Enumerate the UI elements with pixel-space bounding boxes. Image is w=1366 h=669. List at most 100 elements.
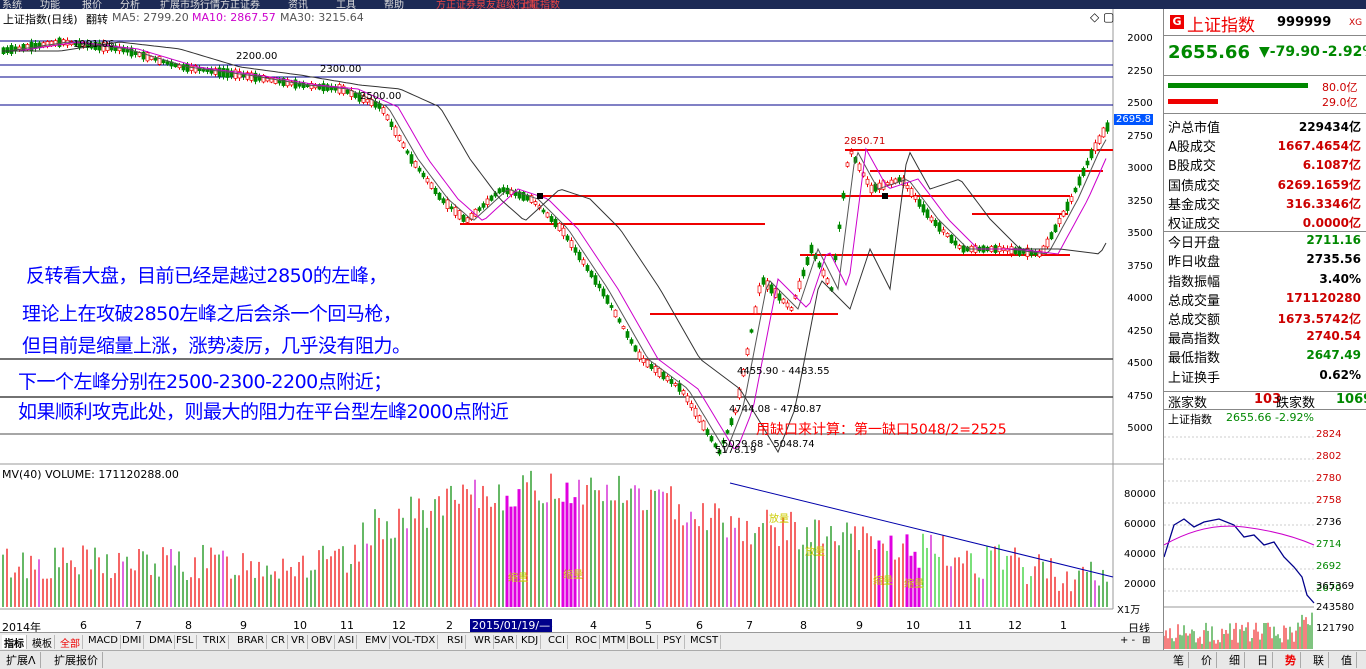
candle-body	[945, 233, 950, 237]
quote-tab-3[interactable]: 日	[1253, 652, 1273, 668]
price-tick-7: 3750	[1127, 260, 1153, 272]
indicator-tab-trix[interactable]: TRIX	[201, 635, 229, 649]
menu-item-7[interactable]: 工具	[336, 0, 356, 9]
indicator-tab-sar[interactable]: SAR	[492, 635, 518, 649]
menu-item-10[interactable]: 上证指数	[520, 0, 560, 9]
date-tick-2: 7	[135, 619, 142, 632]
candle-body	[749, 329, 754, 333]
mini-tick-1: 2802	[1316, 451, 1342, 462]
candle-body	[817, 262, 822, 268]
candle-body	[141, 51, 146, 60]
candle-body	[797, 280, 802, 290]
quote-tab-1[interactable]: 价	[1197, 652, 1217, 668]
intraday-chart[interactable]	[1164, 427, 1366, 650]
indicator-tab-指标[interactable]: 指标	[2, 635, 27, 650]
period-label[interactable]: 日线	[1128, 622, 1150, 635]
indicator-tab-dma[interactable]: DMA	[147, 635, 176, 649]
candle-body	[1089, 149, 1094, 159]
quote-row-11: 最高指数 2740.54	[1168, 327, 1363, 347]
date-tick-17: 11	[958, 619, 972, 632]
indicator-tab-cci[interactable]: CCI	[546, 635, 568, 649]
volume-unit: X1万	[1117, 605, 1141, 616]
indicator-tab-cr[interactable]: CR	[269, 635, 288, 649]
die-label: 跌家数	[1276, 396, 1316, 411]
indicator-tab-boll[interactable]: BOLL	[627, 635, 658, 649]
candle-body	[1013, 247, 1018, 254]
candle-body	[805, 257, 810, 265]
expand-quote-tab[interactable]: 扩展报价	[50, 652, 103, 668]
indicator-tab-asi[interactable]: ASI	[336, 635, 358, 649]
zoom-buttons[interactable]: + -	[1120, 635, 1136, 646]
candle-body	[9, 45, 14, 54]
kline-canvas[interactable]	[0, 9, 1163, 632]
quote-tab-4[interactable]: 势	[1281, 652, 1301, 668]
indicator-tab-dmi[interactable]: DMI	[120, 635, 145, 649]
menu-item-2[interactable]: 报价	[82, 0, 102, 9]
candle-body	[421, 172, 426, 178]
expand-toggle[interactable]: 扩展ᐱ	[2, 652, 41, 668]
indicator-tab-vol-tdx[interactable]: VOL-TDX	[390, 635, 439, 649]
indicator-tab-emv[interactable]: EMV	[363, 635, 390, 649]
ma10-line	[2, 41, 1107, 450]
quote-tab-6[interactable]: 值	[1337, 652, 1357, 668]
quote-tab-2[interactable]: 细	[1225, 652, 1245, 668]
mini-chart-title: 上证指数	[1168, 413, 1212, 426]
indicator-tab-mcst[interactable]: MCST	[688, 635, 722, 649]
panel-separator	[1164, 409, 1366, 410]
ma30-line	[2, 41, 1107, 454]
menu-item-4[interactable]: 扩展市场行情	[160, 0, 220, 9]
candle-body	[37, 42, 42, 49]
candle-body	[277, 79, 282, 84]
candle-body	[549, 216, 554, 222]
indicator-tab-roc[interactable]: ROC	[573, 635, 600, 649]
kline-chart[interactable]: 上证指数(日线) 翻转 MA5: 2799.20 MA10: 2867.57 M…	[0, 9, 1163, 635]
indicator-tab-vr[interactable]: VR	[289, 635, 308, 649]
candle-body	[213, 68, 218, 75]
indicator-tab-brar[interactable]: BRAR	[235, 635, 268, 649]
date-tick-16: 10	[906, 619, 920, 632]
indicator-tab-kdj[interactable]: KDJ	[519, 635, 542, 649]
indicator-tab-全部[interactable]: 全部	[58, 635, 83, 650]
mini-tick-3: 2758	[1316, 495, 1342, 506]
layout-icon[interactable]: ⊞	[1142, 635, 1151, 646]
menu-item-5[interactable]: 方正证券	[220, 0, 260, 9]
candle-body	[905, 185, 910, 189]
indicator-tab-模板[interactable]: 模板	[30, 635, 55, 650]
candle-body	[849, 150, 854, 155]
candle-body	[237, 71, 242, 79]
indicator-tab-obv[interactable]: OBV	[309, 635, 336, 649]
advance-decline-row: 涨家数 103 跌家数 1069	[1168, 391, 1366, 411]
date-tick-8: 2	[446, 619, 453, 632]
candle-body	[477, 207, 482, 211]
candle-body	[489, 195, 494, 201]
candle-body	[701, 420, 706, 431]
indicator-tab-psy[interactable]: PSY	[661, 635, 685, 649]
menu-item-1[interactable]: 功能	[40, 0, 60, 9]
indicator-tab-rsi[interactable]: RSI	[445, 635, 467, 649]
volume-note-2: 缩量	[563, 570, 583, 581]
indicator-tabs: 指标 模板 全部 MACD DMI DMA FSL TRIX BRAR CR VR OBV ASI EMV…	[0, 632, 1163, 651]
chart-options-icon[interactable]: ◇ ▢	[1090, 10, 1115, 24]
candle-body	[765, 280, 770, 290]
ma10-label: MA10: 2867.57	[192, 11, 276, 24]
date-tick-1: 6	[80, 619, 87, 632]
candle-body	[729, 418, 734, 426]
index-price: 2655.66	[1168, 42, 1250, 63]
menu-item-9[interactable]: 方正证券泉友超级行情	[436, 0, 536, 9]
quote-tab-5[interactable]: 联	[1309, 652, 1329, 668]
indicator-tab-fsl[interactable]: FSL	[174, 635, 197, 649]
quote-row-value: 2711.16	[1306, 233, 1361, 248]
indicator-tab-wr[interactable]: WR	[472, 635, 494, 649]
price-tick-11: 4750	[1127, 390, 1153, 402]
indicator-tab-mtm[interactable]: MTM	[600, 635, 629, 649]
indicator-tab-macd[interactable]: MACD	[86, 635, 121, 649]
candle-body	[1053, 224, 1058, 233]
menu-item-8[interactable]: 帮助	[384, 0, 404, 9]
menu-item-3[interactable]: 分析	[120, 0, 140, 9]
candle-body	[445, 199, 450, 209]
menu-item-0[interactable]: 系统	[2, 0, 22, 9]
quote-row-value: 6.1087亿	[1302, 158, 1361, 173]
menu-item-6[interactable]: 资讯	[288, 0, 308, 9]
quote-tab-0[interactable]: 笔	[1169, 652, 1189, 668]
candle-body	[301, 82, 306, 88]
